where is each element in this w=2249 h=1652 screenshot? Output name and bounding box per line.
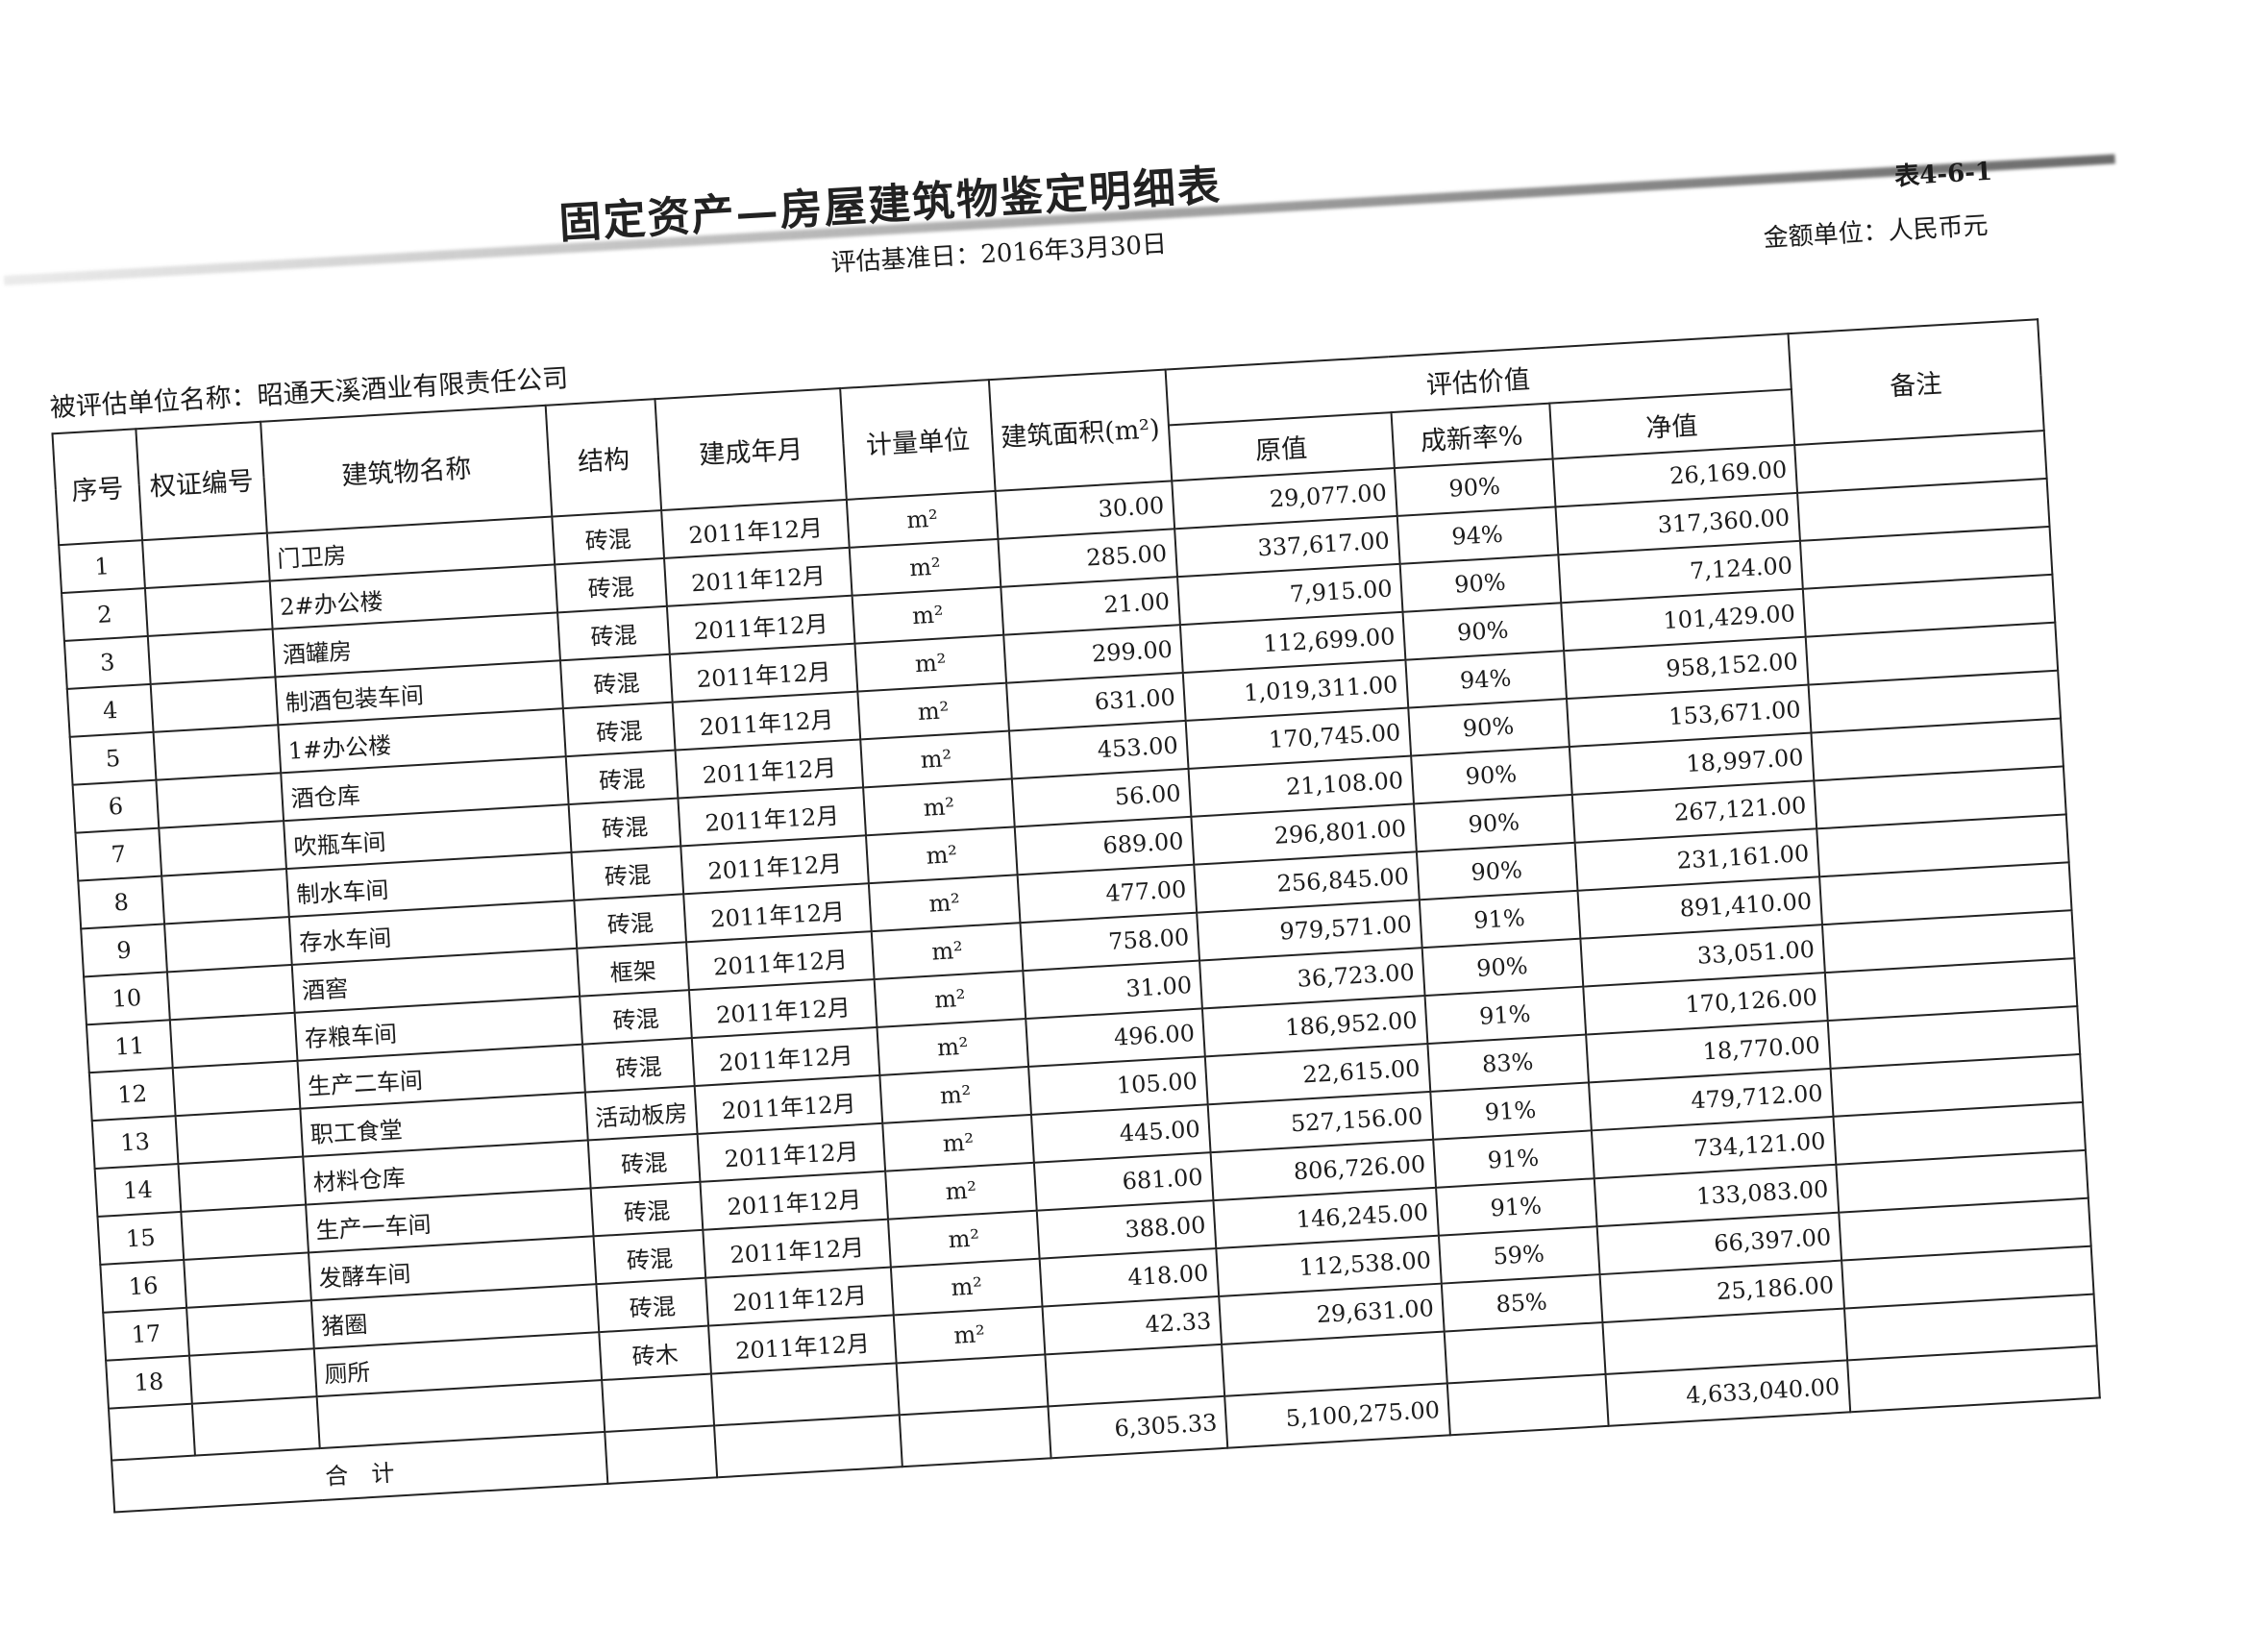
unit: m² xyxy=(882,1114,1034,1171)
cert-no-cell xyxy=(166,964,295,1021)
row-index: 9 xyxy=(81,924,167,977)
unit: m² xyxy=(865,826,1018,884)
header-built: 建成年月 xyxy=(655,388,847,511)
unit: m² xyxy=(857,682,1009,740)
unit: m² xyxy=(877,1019,1029,1075)
cert-no-cell xyxy=(164,917,292,973)
structure: 框架 xyxy=(577,942,689,997)
structure: 砖木 xyxy=(599,1325,711,1381)
unit: m² xyxy=(849,538,1001,596)
cert-no-cell xyxy=(188,1348,317,1404)
row-index: 1 xyxy=(59,540,145,594)
row-index: 18 xyxy=(106,1355,192,1409)
structure: 活动板房 xyxy=(584,1086,698,1141)
row-index: 13 xyxy=(91,1116,179,1170)
row-index: 6 xyxy=(72,779,160,833)
unit: m² xyxy=(854,634,1007,692)
row-index: 7 xyxy=(75,827,162,881)
row-index: 12 xyxy=(88,1068,176,1122)
structure: 砖混 xyxy=(557,605,670,661)
structure: 砖混 xyxy=(552,510,665,565)
structure: 砖混 xyxy=(571,846,684,900)
row-index: 4 xyxy=(66,683,154,737)
total-area: 6,305.33 xyxy=(1048,1395,1227,1459)
unit: m² xyxy=(860,730,1012,788)
row-index: 11 xyxy=(86,1020,173,1073)
header-name: 建筑物名称 xyxy=(260,405,553,533)
structure: 砖混 xyxy=(555,557,667,613)
header-index: 序号 xyxy=(52,429,143,546)
structure: 砖混 xyxy=(587,1133,701,1189)
unit: m² xyxy=(879,1066,1031,1123)
asset-table: 序号 权证编号 建筑物名称 结构 建成年月 计量单位 建筑面积(m²) 评估价值… xyxy=(51,318,2100,1513)
cert-no-cell xyxy=(184,1252,311,1308)
structure: 砖混 xyxy=(580,990,692,1045)
cert-no-cell xyxy=(147,629,276,684)
header-unit: 计量单位 xyxy=(840,380,996,500)
header-remark: 备注 xyxy=(1788,319,2044,446)
unit: m² xyxy=(890,1258,1043,1316)
header-area: 建筑面积(m²) xyxy=(988,369,1172,491)
unit: m² xyxy=(874,971,1026,1027)
row-index: 10 xyxy=(84,972,170,1025)
cert-no-cell xyxy=(186,1300,314,1356)
cert-no-cell xyxy=(175,1108,304,1165)
cert-no-cell xyxy=(181,1204,309,1260)
header-newness: 成新率% xyxy=(1391,403,1553,469)
structure: 砖混 xyxy=(581,1038,695,1093)
row-index: 5 xyxy=(69,731,157,785)
unit: m² xyxy=(885,1162,1037,1220)
structure: 砖混 xyxy=(590,1181,704,1237)
structure: 砖混 xyxy=(562,702,676,757)
row-index: 16 xyxy=(100,1259,187,1313)
cert-no-cell xyxy=(156,773,284,828)
structure: 砖混 xyxy=(574,894,687,949)
row-index: 14 xyxy=(94,1164,182,1217)
cert-no-cell xyxy=(142,532,270,589)
cert-no-cell xyxy=(172,1060,301,1117)
structure: 砖混 xyxy=(568,798,681,852)
cert-no-cell xyxy=(169,1012,298,1069)
structure: 砖混 xyxy=(593,1229,706,1285)
header-structure: 结构 xyxy=(545,399,662,517)
unit: m² xyxy=(871,923,1024,980)
currency-unit: 金额单位：人民币元 xyxy=(1762,211,1990,254)
structure: 砖混 xyxy=(596,1277,709,1333)
row-index: 8 xyxy=(78,875,165,929)
unit: m² xyxy=(863,778,1015,836)
header-cert-no: 权证编号 xyxy=(136,421,267,541)
unit: m² xyxy=(852,586,1004,644)
unit: m² xyxy=(893,1306,1046,1364)
cert-no-cell xyxy=(150,677,279,732)
unit: m² xyxy=(887,1210,1040,1268)
cert-no-cell xyxy=(161,869,289,925)
cert-no-cell xyxy=(153,725,282,780)
cert-no-cell xyxy=(144,580,273,636)
table-number: 表4-6-1 xyxy=(1893,157,1993,192)
structure: 砖混 xyxy=(565,750,679,805)
row-index: 17 xyxy=(103,1307,189,1361)
cert-no-cell xyxy=(178,1156,307,1212)
row-index: 2 xyxy=(62,588,148,641)
unit: m² xyxy=(868,875,1021,932)
row-index: 3 xyxy=(63,635,151,689)
row-index: 15 xyxy=(97,1211,185,1265)
unit: m² xyxy=(846,490,999,548)
structure: 砖混 xyxy=(559,653,673,709)
cert-no-cell xyxy=(159,821,286,876)
